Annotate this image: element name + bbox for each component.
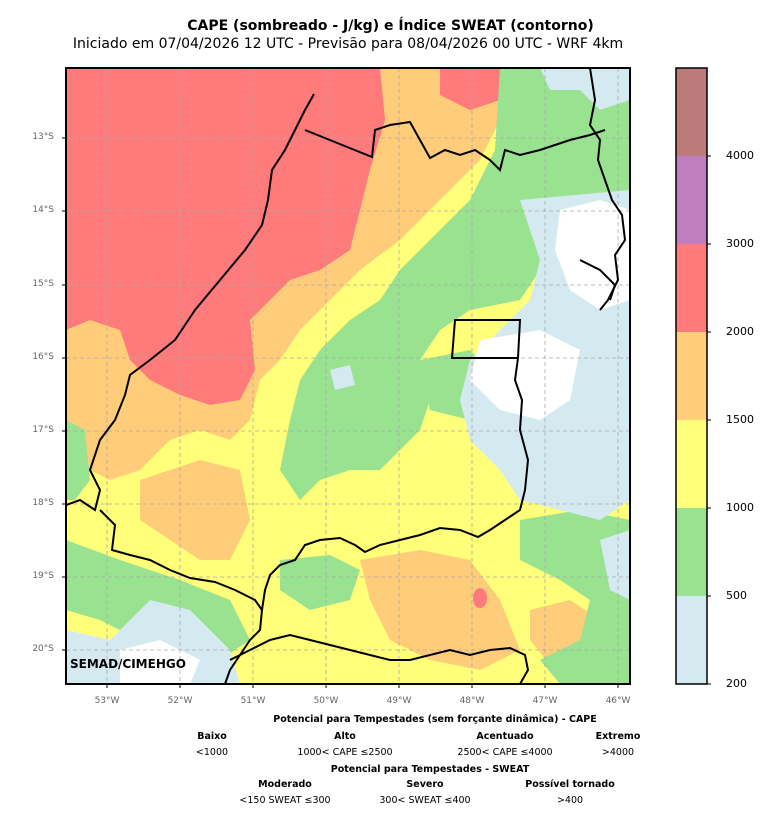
colorbar-frame bbox=[675, 67, 708, 685]
cape-region-200 bbox=[600, 530, 630, 600]
sweat-range-severe: 300< SWEAT ≤400 bbox=[379, 795, 471, 806]
colorbar-label-4000: 4000 bbox=[726, 149, 754, 162]
cape-region-below-200 bbox=[470, 330, 580, 420]
colorbar-band-1500 bbox=[676, 332, 707, 420]
cape-region-500 bbox=[66, 420, 90, 500]
colorbar-band-2000 bbox=[676, 244, 707, 332]
lat-label-20s: 20°S bbox=[32, 644, 54, 654]
cape-region-2000 bbox=[66, 68, 385, 405]
cape-region-500 bbox=[280, 555, 360, 610]
cape-region-1500 bbox=[360, 550, 520, 670]
sweat-legend-title: Potencial para Tempestades - SWEAT bbox=[330, 764, 530, 775]
lon-label-46w: 46°W bbox=[605, 696, 631, 706]
lat-label-19s: 19°S bbox=[32, 571, 54, 581]
cape-range-extreme: >4000 bbox=[601, 747, 635, 758]
colorbar bbox=[675, 67, 711, 685]
colorbar-label-3000: 3000 bbox=[726, 237, 754, 250]
cape-region-500 bbox=[520, 510, 630, 684]
cape-region-200 bbox=[540, 68, 630, 110]
lon-label-50w: 50°W bbox=[313, 696, 339, 706]
credit-label: SEMAD/CIMEHGO bbox=[70, 657, 186, 671]
colorbar-band-1000 bbox=[676, 420, 707, 508]
lat-label-15s: 15°S bbox=[32, 279, 54, 289]
lon-label-53w: 53°W bbox=[94, 696, 120, 706]
cape-range-marked: 2500< CAPE ≤4000 bbox=[457, 747, 553, 758]
cape-region-200 bbox=[330, 365, 355, 390]
colorbar-label-1000: 1000 bbox=[726, 501, 754, 514]
colorbar-label-200: 200 bbox=[726, 677, 747, 690]
sweat-level-tornado: Possível tornado bbox=[525, 779, 615, 790]
cape-level-extreme: Extremo bbox=[595, 731, 641, 742]
cape-level-marked: Acentuado bbox=[476, 731, 534, 742]
cape-level-high: Alto bbox=[334, 731, 356, 742]
axis-ticks bbox=[62, 137, 619, 688]
cape-level-low: Baixo bbox=[197, 731, 227, 742]
sweat-level-severe: Severo bbox=[406, 779, 444, 790]
sweat-range-tornado: >400 bbox=[556, 795, 584, 806]
colorbar-label-500: 500 bbox=[726, 589, 747, 602]
map-subtitle: Iniciado em 07/04/2026 12 UTC - Previsão… bbox=[72, 36, 624, 52]
colorbar-band-500 bbox=[676, 508, 707, 596]
cape-region-2000 bbox=[440, 68, 500, 110]
colorbar-label-1500: 1500 bbox=[726, 413, 754, 426]
cape-region-2000 bbox=[473, 588, 487, 608]
state-borders bbox=[66, 68, 627, 684]
lon-label-48w: 48°W bbox=[459, 696, 485, 706]
cape-region-500 bbox=[280, 68, 630, 500]
cape-legend-title: Potencial para Tempestades (sem forçante… bbox=[273, 714, 597, 725]
map-frame bbox=[65, 67, 631, 685]
cape-range-high: 1000< CAPE ≤2500 bbox=[297, 747, 393, 758]
sweat-range-moderate: <150 SWEAT ≤300 bbox=[239, 795, 331, 806]
cape-shading bbox=[66, 68, 630, 684]
lat-label-17s: 17°S bbox=[32, 425, 54, 435]
lon-label-51w: 51°W bbox=[240, 696, 266, 706]
lat-label-18s: 18°S bbox=[32, 498, 54, 508]
lon-label-49w: 49°W bbox=[386, 696, 412, 706]
colorbar-band-200 bbox=[676, 596, 707, 684]
colorbar-band-3000 bbox=[676, 156, 707, 244]
lon-label-52w: 52°W bbox=[167, 696, 193, 706]
colorbar-label-2000: 2000 bbox=[726, 325, 754, 338]
map-title: CAPE (sombreado - J/kg) e Índice SWEAT (… bbox=[187, 18, 594, 34]
cape-region-1500 bbox=[140, 460, 250, 560]
cape-range-low: <1000 bbox=[195, 747, 229, 758]
lon-label-47w: 47°W bbox=[532, 696, 558, 706]
sweat-level-moderate: Moderado bbox=[258, 779, 312, 790]
colorbar-band-4000 bbox=[676, 68, 707, 156]
lat-label-13s: 13°S bbox=[32, 132, 54, 142]
lat-label-14s: 14°S bbox=[32, 205, 54, 215]
lat-label-16s: 16°S bbox=[32, 352, 54, 362]
